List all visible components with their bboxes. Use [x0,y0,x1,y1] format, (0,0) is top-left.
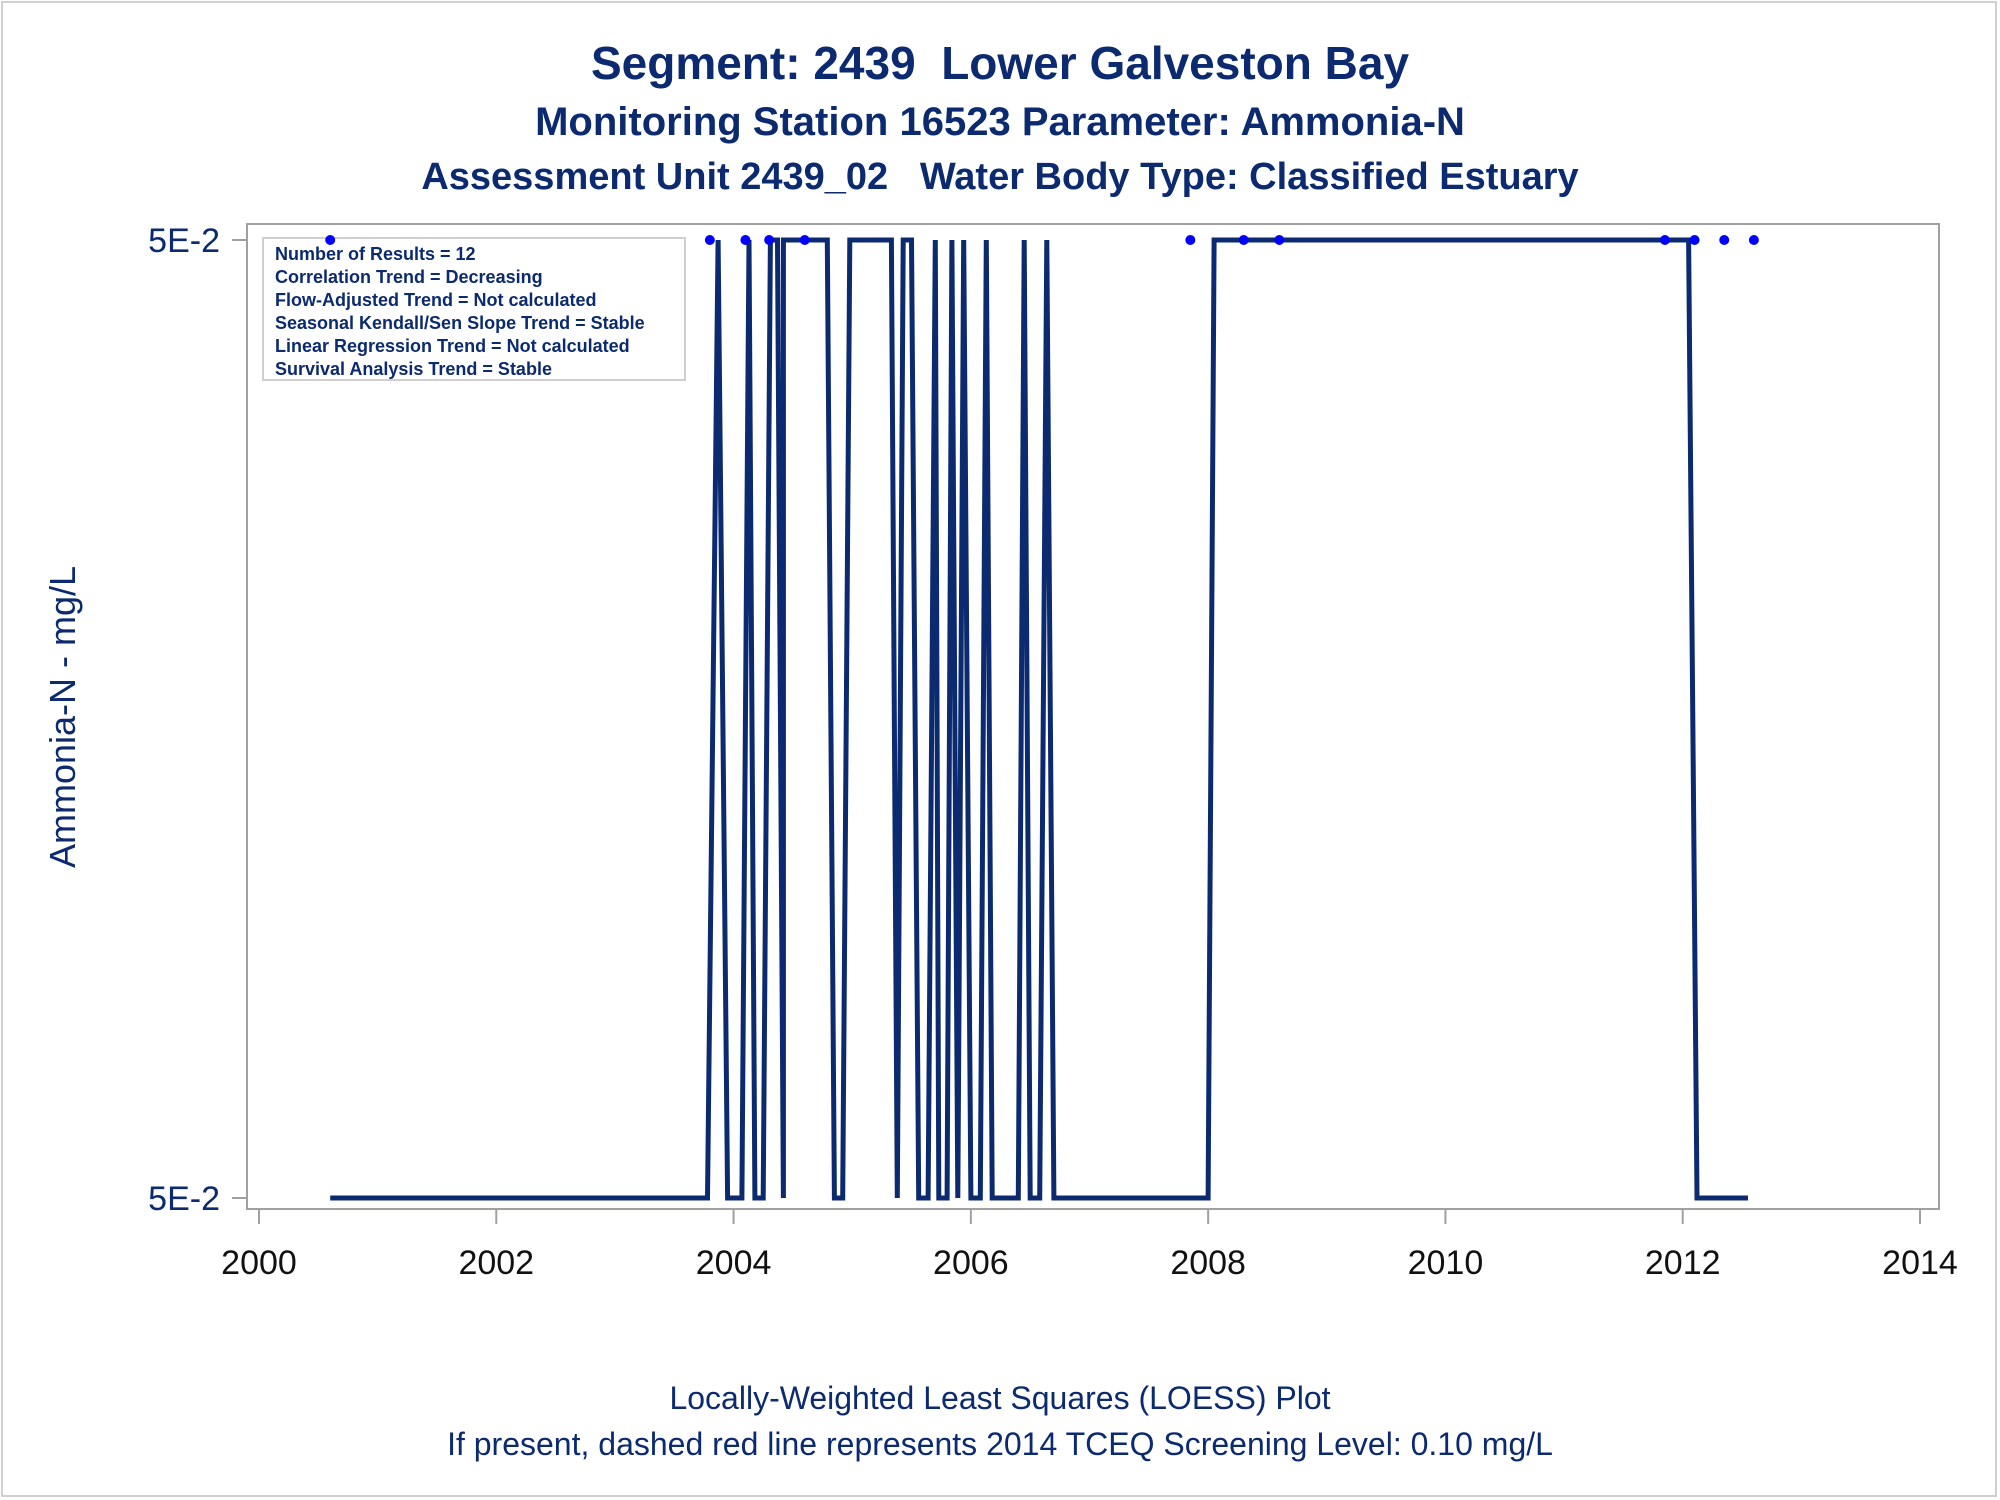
data-point [764,235,775,245]
y-axis-label: Ammonia-N - mg/L [42,566,83,868]
chart-title: Segment: 2439 Lower Galveston Bay [590,37,1410,89]
data-point [325,235,336,245]
data-point [799,235,810,245]
data-point [1185,235,1196,245]
data-point [1719,235,1730,245]
stats-box-lines: Number of Results = 12 Correlation Trend… [275,244,645,379]
stats-line: Survival Analysis Trend = Stable [275,359,552,379]
data-point [704,235,715,245]
data-point [1238,235,1249,245]
x-tick-label: 2008 [1170,1244,1246,1282]
stats-line: Linear Regression Trend = Not calculated [275,336,630,356]
stats-line: Number of Results = 12 [275,244,476,264]
loess-line [330,237,1748,1201]
x-tick-label: 2012 [1645,1244,1721,1282]
stats-box [262,237,686,381]
observation-points [325,235,1759,245]
data-point [1689,235,1700,245]
x-tick-label: 2004 [696,1244,772,1282]
axes: 2000 2002 2004 2006 2008 2010 2012 2014 5E-2 5E-2 [148,222,1958,1282]
plot-area [246,223,1940,1210]
data-point [740,235,751,245]
y-tick-label: 5E-2 [148,1180,220,1218]
stats-line: Seasonal Kendall/Sen Slope Trend = Stabl… [275,313,645,333]
loess-series [330,237,1748,1201]
footnote-loess: Locally-Weighted Least Squares (LOESS) P… [669,1380,1331,1416]
x-tick-label: 2002 [458,1244,534,1282]
x-tick-label: 2014 [1882,1244,1958,1282]
y-tick-label: 5E-2 [148,222,220,260]
chart-subtitle-assessment: Assessment Unit 2439_02 Water Body Type:… [421,156,1579,198]
data-point [1274,235,1285,245]
footnote-screening-level: If present, dashed red line represents 2… [447,1426,1553,1462]
x-tick-label: 2000 [221,1244,297,1282]
chart-subtitle-station: Monitoring Station 16523 Parameter: Ammo… [535,100,1465,144]
data-point [1659,235,1670,245]
x-tick-label: 2006 [933,1244,1009,1282]
data-point [1748,235,1759,245]
stats-line: Correlation Trend = Decreasing [275,267,543,287]
x-tick-label: 2010 [1408,1244,1484,1282]
stats-line: Flow-Adjusted Trend = Not calculated [275,290,597,310]
